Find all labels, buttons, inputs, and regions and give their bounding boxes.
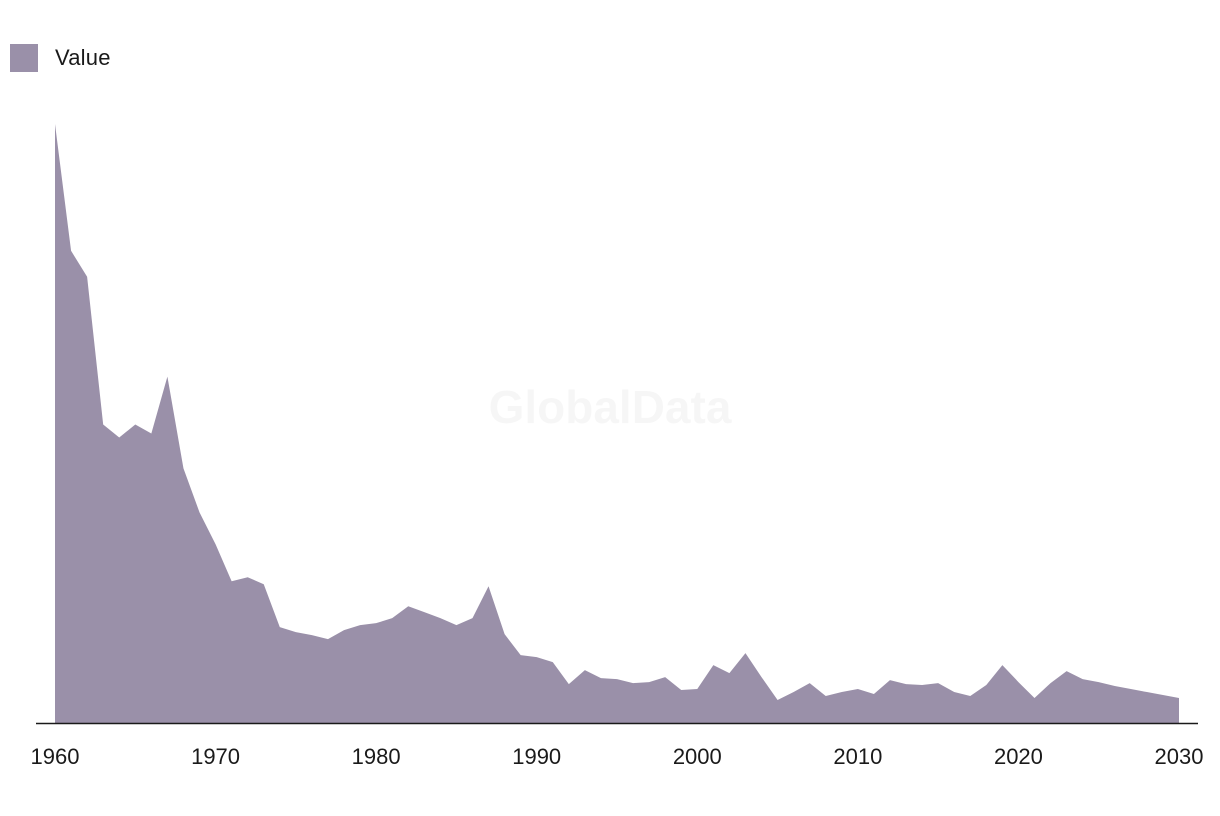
x-tick-label-1960: 1960 bbox=[31, 744, 80, 769]
x-tick-label-2030: 2030 bbox=[1155, 744, 1204, 769]
x-tick-label-2000: 2000 bbox=[673, 744, 722, 769]
x-tick-label-1970: 1970 bbox=[191, 744, 240, 769]
x-axis-ticks: 1960 1970 1980 1990 2000 2010 2020 2030 bbox=[31, 744, 1204, 769]
legend: Value bbox=[10, 44, 111, 72]
x-tick-label-2010: 2010 bbox=[833, 744, 882, 769]
x-tick-label-1990: 1990 bbox=[512, 744, 561, 769]
legend-label: Value bbox=[55, 45, 111, 70]
series-area-value bbox=[55, 124, 1179, 723]
plot-area bbox=[55, 124, 1179, 723]
x-tick-label-2020: 2020 bbox=[994, 744, 1043, 769]
x-tick-label-1980: 1980 bbox=[352, 744, 401, 769]
legend-swatch bbox=[10, 44, 38, 72]
